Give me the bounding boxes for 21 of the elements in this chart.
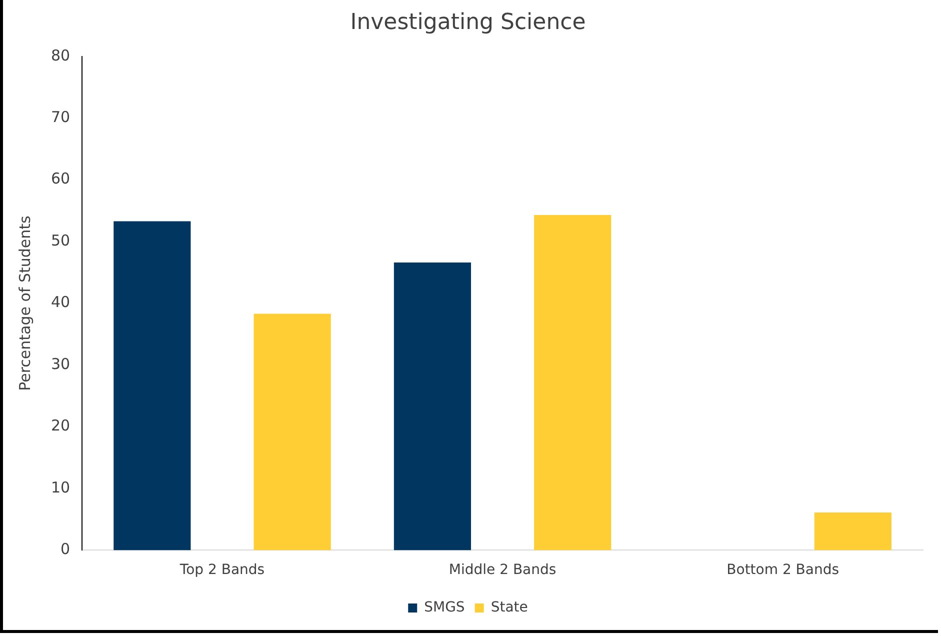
legend-label: State <box>490 600 528 616</box>
y-tick-label: 80 <box>50 46 70 64</box>
y-tick-label: 60 <box>50 170 70 188</box>
y-axis-title: Percentage of Students <box>16 216 34 391</box>
y-tick-label: 50 <box>50 231 70 250</box>
y-tick-label: 20 <box>50 416 70 435</box>
chart-title: Investigating Science <box>350 10 586 35</box>
bar <box>114 221 191 550</box>
y-tick-label: 40 <box>50 293 70 312</box>
bar <box>534 215 612 550</box>
x-tick-label: Bottom 2 Bands <box>726 562 840 578</box>
y-tick-label: 70 <box>50 108 70 126</box>
bar <box>814 512 892 550</box>
y-tick-label: 10 <box>50 478 70 496</box>
y-tick-label: 30 <box>50 354 70 373</box>
bar <box>254 314 331 550</box>
bar <box>394 262 472 550</box>
legend-label: SMGS <box>424 600 465 616</box>
x-tick-label: Middle 2 Bands <box>448 562 556 578</box>
x-tick-label: Top 2 Bands <box>178 562 265 578</box>
y-tick-label: 0 <box>60 540 70 558</box>
